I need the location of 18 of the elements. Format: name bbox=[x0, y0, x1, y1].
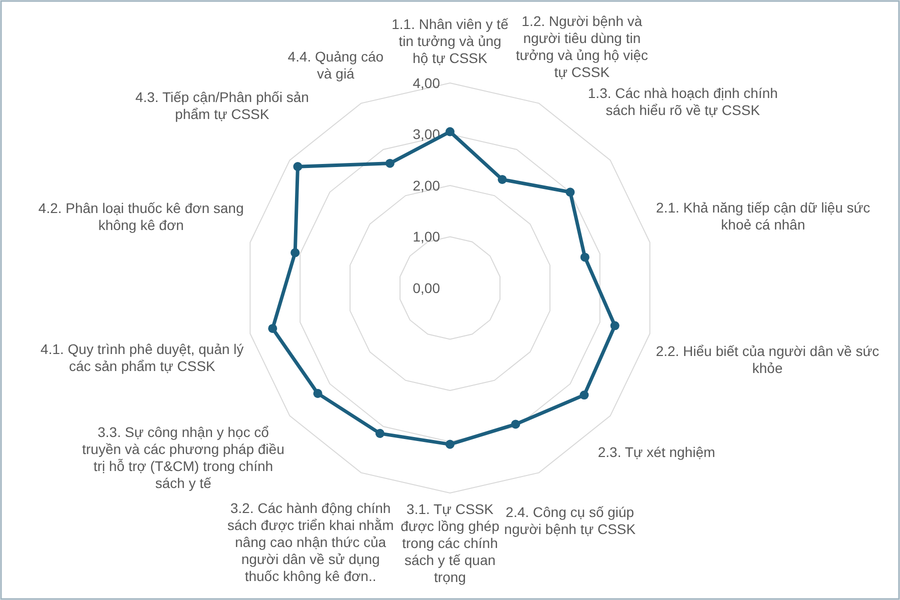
y-tick-label: 4,00 bbox=[412, 74, 440, 91]
spoke-label: 3.3. Sự công nhận y học cổ truyền và các phương pháp điều trị hỗ trợ (T&CM) trong chính sách y tế bbox=[82, 424, 284, 492]
spoke-label: 1.1. Nhân viên y tế tin tưởng và ủng hộ tự CSSK bbox=[392, 16, 509, 66]
y-tick-label: 2,00 bbox=[412, 177, 440, 194]
spoke-label: 2.1. Khả năng tiếp cận dữ liệu sức khoẻ cá nhân bbox=[656, 199, 870, 232]
spoke-label: 3.2. Các hành động chính sách được triển khai nhằm nâng cao nhận thức của người dân về sử dụng thuốc không kê đơn.. bbox=[227, 500, 394, 584]
y-tick-label: 1,00 bbox=[412, 228, 440, 245]
spoke-label: 4.2. Phân loại thuốc kê đơn sang không kê đơn bbox=[38, 200, 244, 234]
spoke-label: 2.3. Tự xét nghiệm bbox=[598, 444, 716, 460]
spoke-label: 1.2. Người bệnh và người tiêu dùng tin tưởng và ủng hộ việc tự CSSK bbox=[516, 12, 648, 80]
spoke-label: 4.4. Quảng cáo và giá bbox=[288, 48, 384, 82]
spoke-label: 1.3. Các nhà hoạch định chính sách hiểu rõ về tự CSSK bbox=[588, 85, 778, 118]
spoke-label: 2.4. Công cụ số giúp người bệnh tự CSSK bbox=[504, 504, 636, 537]
spoke-label: 4.3. Tiếp cận/Phân phối sản phẩm tự CSSK bbox=[135, 89, 309, 122]
spoke-label: 2.2. Hiểu biết của người dân về sức khỏe bbox=[656, 343, 880, 376]
spoke-label: 4.1. Quy trình phê duyệt, quản lý các sản phẩm tự CSSK bbox=[40, 341, 244, 374]
spoke-label: 3.1. Tự CSSK được lồng ghép trong các chính sách y tế quan trọng bbox=[400, 500, 500, 585]
y-tick-label: 0,00 bbox=[412, 280, 440, 296]
